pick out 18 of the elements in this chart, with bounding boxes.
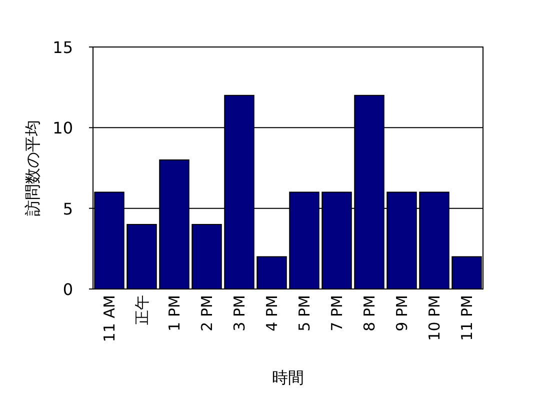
y-tick-label: 5: [62, 199, 73, 218]
x-tick-label: 5 PM: [295, 295, 314, 332]
x-tick-label: 正午: [132, 295, 151, 325]
x-tick-label: 11 PM: [458, 295, 476, 341]
x-tick-label: 3 PM: [230, 295, 248, 332]
y-axis-title: 訪問数の平均: [23, 120, 42, 216]
x-tick-label: 10 PM: [425, 295, 444, 341]
x-tick-label: 1 PM: [165, 295, 184, 332]
x-tick-label: 11 AM: [100, 295, 118, 342]
x-tick-label: 7 PM: [328, 295, 346, 332]
y-tick-label: 10: [52, 118, 73, 138]
x-tick-label: 4 PM: [262, 295, 281, 332]
x-tick-label: 2 PM: [198, 295, 216, 332]
y-tick-label: 15: [52, 38, 73, 57]
x-tick-label: 9 PM: [392, 295, 411, 332]
x-axis-title: 時間: [272, 368, 304, 387]
x-tick-label: 8 PM: [360, 295, 378, 332]
y-tick-label: 0: [62, 280, 73, 299]
